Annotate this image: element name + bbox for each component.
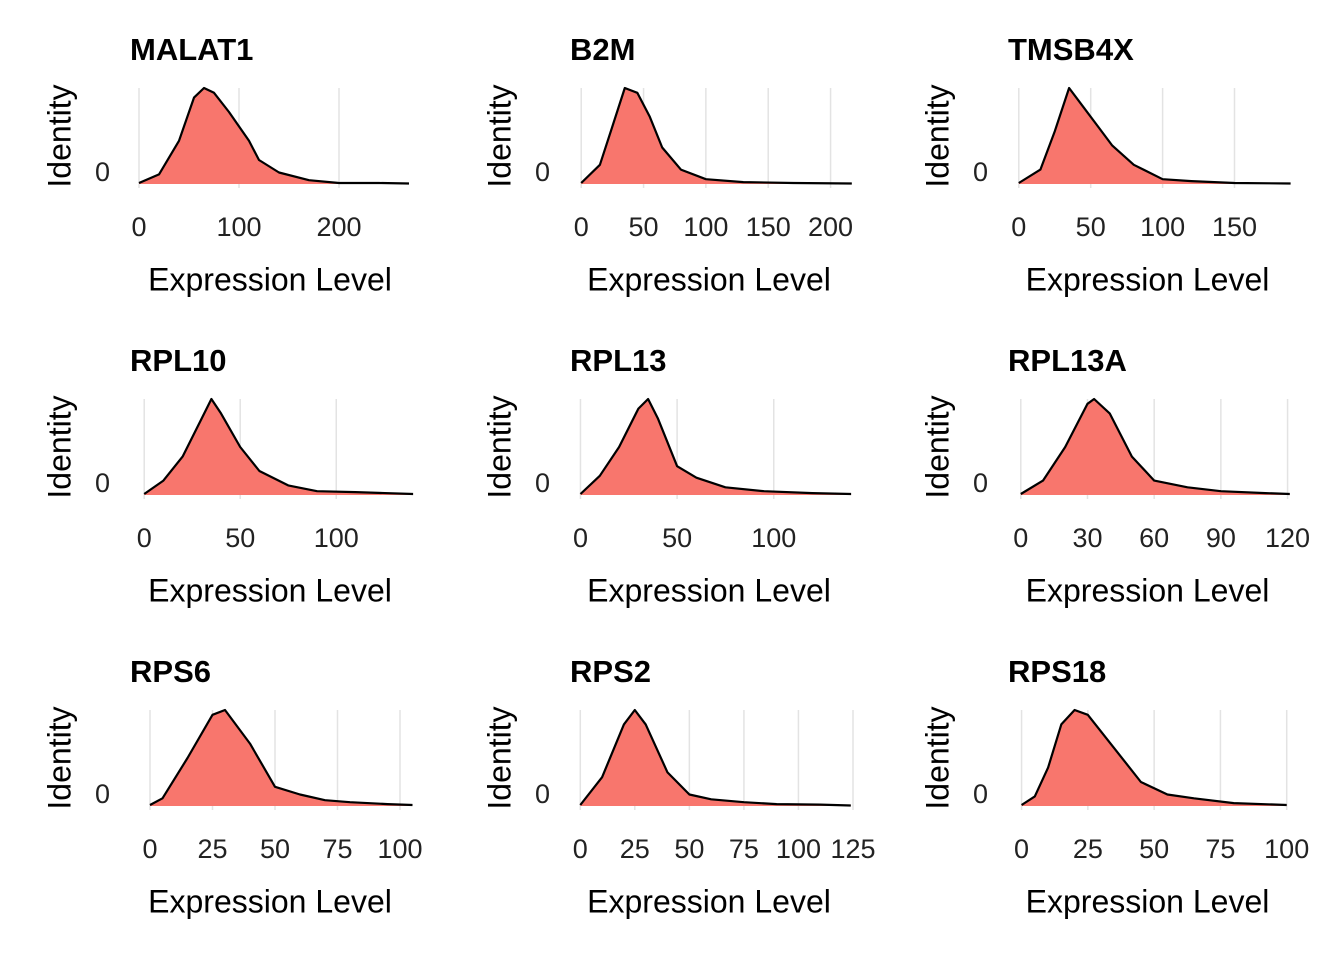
x-axis-label: Expression Level [1026,572,1270,608]
x-tick-label: 120 [1265,523,1310,553]
x-tick-label: 100 [1264,834,1309,864]
density-area [580,399,852,495]
x-tick-label: 50 [1076,212,1106,242]
x-tick-label: 0 [1014,834,1029,864]
panel-title: RPS6 [130,654,211,689]
y-tick-label: 0 [973,157,988,187]
x-tick-label: 0 [574,212,589,242]
x-tick-label: 75 [322,834,352,864]
panel-title: RPL13 [570,343,666,378]
density-line [580,86,852,185]
x-tick-label: 200 [316,212,361,242]
panel-title: RPS18 [1008,654,1106,689]
panel-title: MALAT1 [130,32,253,67]
x-tick-label: 100 [683,212,728,242]
x-tick-label: 75 [1205,834,1235,864]
y-tick-label: 0 [535,157,550,187]
density-line [579,397,852,496]
x-axis-label: Expression Level [587,883,831,919]
y-axis-label: Identity [919,84,955,187]
x-tick-label: 100 [776,834,821,864]
x-tick-label: 150 [1212,212,1257,242]
x-tick-label: 0 [1011,212,1026,242]
x-tick-label: 125 [830,834,875,864]
y-tick-label: 0 [973,779,988,809]
x-tick-label: 50 [662,523,692,553]
y-tick-label: 0 [973,468,988,498]
x-axis-label: Expression Level [1026,261,1270,297]
x-tick-label: 0 [573,523,588,553]
density-area [1020,399,1290,495]
y-axis-label: Identity [919,706,955,809]
x-tick-label: 50 [629,212,659,242]
x-tick-label: 25 [620,834,650,864]
x-tick-label: 90 [1206,523,1236,553]
panel-title: RPS2 [570,654,651,689]
x-tick-label: 75 [729,834,759,864]
x-tick-label: 0 [1013,523,1028,553]
density-line [1020,708,1287,807]
x-axis-label: Expression Level [587,261,831,297]
density-area [150,710,413,806]
x-tick-label: 25 [197,834,227,864]
x-tick-label: 0 [131,212,146,242]
y-tick-label: 0 [95,157,110,187]
panel-title: RPL10 [130,343,226,378]
density-line [149,708,413,807]
x-tick-label: 150 [746,212,791,242]
density-line [1018,86,1291,185]
density-area [1021,710,1287,806]
density-line [143,397,414,496]
x-tick-label: 30 [1072,523,1102,553]
density-area [581,88,852,184]
y-tick-label: 0 [535,468,550,498]
density-line [1020,397,1290,496]
x-tick-label: 0 [137,523,152,553]
y-axis-label: Identity [481,706,517,809]
y-axis-label: Identity [41,706,77,809]
density-line [138,86,410,185]
x-axis-label: Expression Level [1026,883,1270,919]
x-tick-label: 100 [216,212,261,242]
x-tick-label: 0 [142,834,157,864]
x-tick-label: 100 [314,523,359,553]
panel-title: TMSB4X [1008,32,1134,67]
y-tick-label: 0 [95,468,110,498]
x-axis-label: Expression Level [587,572,831,608]
y-tick-label: 0 [95,779,110,809]
panel-title: B2M [570,32,635,67]
x-tick-label: 100 [751,523,796,553]
panel-title: RPL13A [1008,343,1127,378]
y-axis-label: Identity [481,395,517,498]
density-area [144,399,414,495]
x-tick-label: 100 [377,834,422,864]
x-tick-label: 50 [260,834,290,864]
x-tick-label: 100 [1140,212,1185,242]
density-area [139,88,409,184]
x-axis-label: Expression Level [148,883,392,919]
x-tick-label: 0 [573,834,588,864]
y-axis-label: Identity [41,395,77,498]
y-axis-label: Identity [41,84,77,187]
x-axis-label: Expression Level [148,572,392,608]
y-axis-label: Identity [481,84,517,187]
density-area [1018,88,1291,184]
x-tick-label: 50 [1139,834,1169,864]
y-tick-label: 0 [535,779,550,809]
x-tick-label: 50 [674,834,704,864]
density-line [579,708,851,807]
density-area [580,710,851,806]
x-tick-label: 25 [1073,834,1103,864]
x-tick-label: 200 [808,212,853,242]
x-tick-label: 50 [225,523,255,553]
x-tick-label: 60 [1139,523,1169,553]
x-axis-label: Expression Level [148,261,392,297]
y-axis-label: Identity [919,395,955,498]
